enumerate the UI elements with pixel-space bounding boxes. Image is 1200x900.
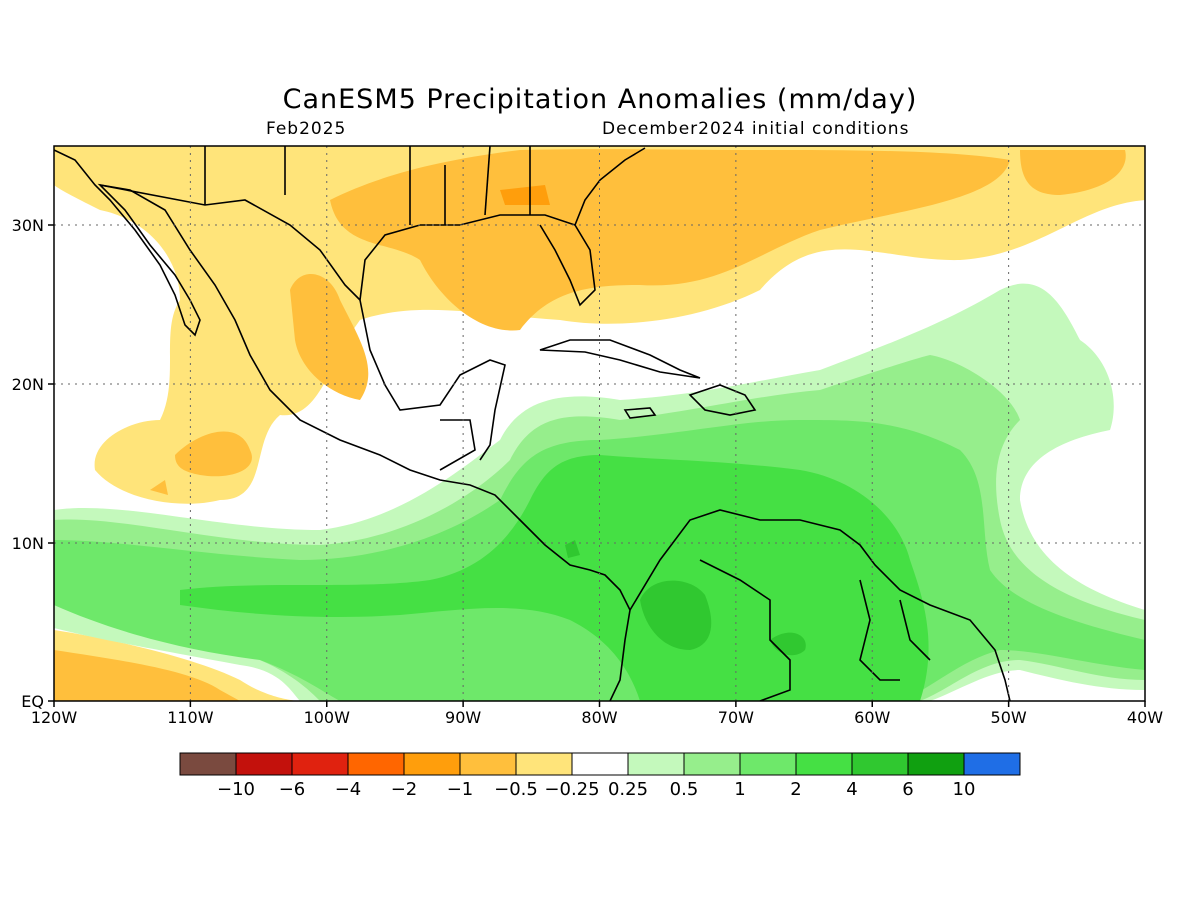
dry-region-gulf-mid [330, 149, 1010, 331]
dry-region-gulfcoast-strong [500, 185, 550, 205]
coastline-jamaica [623, 407, 657, 419]
colorbar-swatch [235, 752, 293, 776]
dry-region-pacific-mid [175, 431, 252, 477]
coastlines [54, 146, 1011, 701]
coastline-hispaniola [688, 384, 757, 416]
border-central-america [439, 419, 476, 471]
colorbar-label: 0.5 [670, 779, 699, 800]
dry-region-pacific-mid-2 [150, 480, 168, 495]
forecast-month: Feb2025 [266, 119, 347, 139]
colorbar-swatch [907, 752, 965, 776]
chart-title: CanESM5 Precipitation Anomalies (mm/day) [282, 84, 918, 115]
colorbar-label: 6 [902, 779, 913, 800]
colorbar-swatch [851, 752, 909, 776]
lon-tick-label: 50W [991, 708, 1027, 727]
colorbar: −10 −6 −4 −2 −1 −0.5 −0.25 0.25 0.5 1 2 4 6 10 [179, 752, 1021, 800]
border-south-america-2 [859, 579, 900, 681]
colorbar-label: −10 [217, 779, 255, 800]
lat-tick-label: 30N [12, 216, 44, 235]
gridlines [54, 146, 1145, 701]
colorbar-label: 10 [953, 779, 976, 800]
lon-tick-label: 60W [854, 708, 890, 727]
colorbar-label: 0.25 [608, 779, 648, 800]
colorbar-swatch [963, 752, 1021, 776]
colorbar-swatch [683, 752, 741, 776]
lon-tick-label: 80W [581, 708, 617, 727]
lat-tick-label: 10N [12, 534, 44, 553]
colorbar-label: 4 [846, 779, 857, 800]
dry-region-eq-pacific-mid [54, 650, 240, 701]
dry-region-northeast-mid [1020, 150, 1126, 195]
coastline-east-us [574, 147, 646, 226]
colorbar-swatch [291, 752, 349, 776]
dry-region-mexico-mid [290, 273, 369, 400]
colorbar-swatch [179, 752, 237, 776]
colorbar-label: −6 [279, 779, 306, 800]
colorbar-swatch [627, 752, 685, 776]
colorbar-label: −4 [335, 779, 362, 800]
lon-tick-label: 110W [167, 708, 214, 727]
initial-conditions-label: December2024 initial conditions [602, 119, 910, 139]
coastline-cuba [539, 339, 701, 379]
colorbar-swatch [347, 752, 405, 776]
lon-tick-label: 40W [1127, 708, 1163, 727]
lon-tick-label: 100W [304, 708, 351, 727]
dry-region-north-light [54, 146, 1145, 504]
colorbar-label: 2 [790, 779, 801, 800]
colorbar-swatch [571, 752, 629, 776]
coastline-south-america [629, 509, 1011, 701]
coastline-yucatan [359, 299, 506, 461]
colorbar-swatch [739, 752, 797, 776]
colorbar-label: 1 [734, 779, 745, 800]
border-south-america-3 [899, 599, 931, 661]
wet-region-strong [180, 455, 929, 701]
wet-region-very-strong [640, 580, 712, 650]
colorbar-swatch [403, 752, 461, 776]
wet-region-very-strong-3 [565, 540, 580, 558]
anomaly-field [54, 146, 1145, 701]
lat-tick-label: 20N [12, 375, 44, 394]
border-us-states-5 [484, 146, 491, 216]
lon-tick-label: 70W [718, 708, 754, 727]
colorbar-label: −2 [391, 779, 418, 800]
coastline-gulf [359, 214, 596, 307]
colorbar-label: −0.25 [544, 779, 599, 800]
colorbar-swatch [459, 752, 517, 776]
axis-ticks: 120W 110W 100W 90W 80W 70W 60W 50W 40W 30N 20N 10N E… [12, 216, 1164, 727]
lat-tick-label: EQ [21, 692, 44, 711]
lon-tick-label: 90W [445, 708, 481, 727]
colorbar-swatch [795, 752, 853, 776]
lon-tick-label: 120W [31, 708, 78, 727]
colorbar-label: −0.5 [494, 779, 538, 800]
coastline-north-america [54, 149, 631, 701]
colorbar-swatch [515, 752, 573, 776]
border-south-america-1 [699, 559, 791, 701]
colorbar-label: −1 [447, 779, 474, 800]
